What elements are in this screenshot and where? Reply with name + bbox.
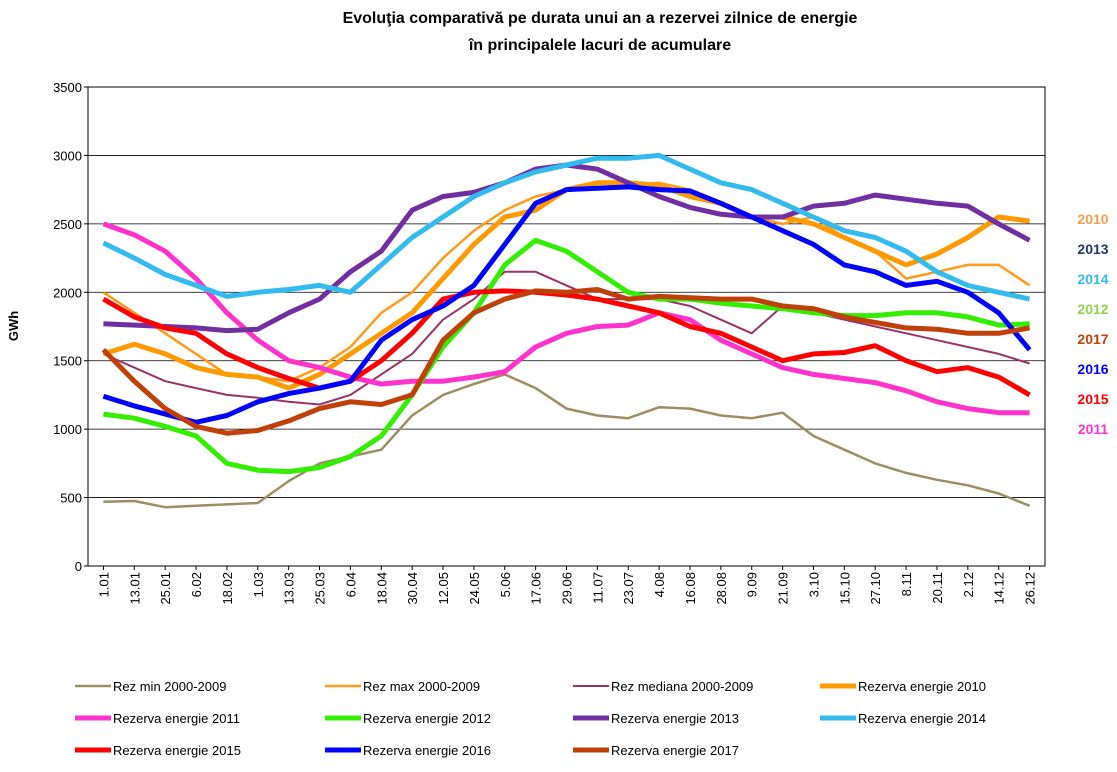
legend-label: Rez mediana 2000-2009 (611, 679, 753, 694)
x-tick-label: 26.12 (1023, 572, 1038, 605)
legend-label: Rezerva energie 2011 (113, 711, 240, 726)
x-tick-label: 15.10 (837, 572, 852, 605)
x-tick-label: 1.03 (251, 572, 266, 597)
series-line (101, 287, 1031, 436)
x-tick-label: 30.04 (405, 572, 420, 605)
x-tick-label: 8.11 (899, 572, 914, 596)
y-tick-label: 3500 (53, 80, 82, 95)
x-tick-label: 2.12 (961, 572, 976, 597)
y-tick-label: 2000 (53, 285, 82, 300)
x-tick-label: 25.03 (313, 572, 328, 605)
x-tick-label: 16.08 (683, 572, 698, 605)
annotation: 2016 (1077, 361, 1108, 377)
x-tick-label: 29.06 (560, 572, 575, 605)
series-line (103, 237, 1030, 475)
y-tick-label: 1500 (53, 354, 82, 369)
legend-label: Rez min 2000-2009 (113, 679, 226, 694)
y-tick-label: 500 (60, 491, 82, 506)
legend-label: Rezerva energie 2016 (363, 743, 491, 758)
chart-title: în principalele lacuri de acumulare (468, 37, 731, 54)
x-tick-label: 25.01 (158, 572, 173, 605)
x-tick-label: 13.03 (282, 572, 297, 605)
x-tick-label: 14.12 (992, 572, 1007, 605)
x-tick-label: 27.10 (868, 572, 883, 605)
legend-label: Rezerva energie 2017 (611, 743, 739, 758)
series-line (103, 373, 1031, 509)
x-tick-label: 24.05 (467, 572, 482, 605)
y-axis-label: GWh (6, 311, 21, 341)
x-tick-label: 11.07 (590, 572, 605, 604)
x-tick-label: 1.01 (96, 572, 111, 597)
legend-label: Rezerva energie 2014 (858, 711, 986, 726)
annotation: 2012 (1077, 301, 1108, 317)
x-tick-label: 3.10 (806, 572, 821, 597)
legend-label: Rezerva energie 2010 (858, 679, 986, 694)
x-tick-label: 6.02 (189, 572, 204, 597)
x-tick-label: 6.04 (343, 572, 358, 597)
series-line (102, 184, 1032, 425)
x-tick-label: 18.04 (374, 572, 389, 605)
x-tick-label: 5.06 (498, 572, 513, 597)
legend-label: Rezerva energie 2012 (363, 711, 491, 726)
x-tick-label: 18.02 (220, 572, 235, 605)
x-tick-label: 4.08 (652, 572, 667, 597)
legend-label: Rezerva energie 2013 (611, 711, 739, 726)
legend-label: Rezerva energie 2015 (113, 743, 241, 758)
y-tick-label: 3000 (53, 148, 82, 163)
annotation: 2010 (1077, 211, 1108, 227)
annotation: 2011 (1078, 421, 1109, 437)
series-line (102, 270, 1030, 406)
series-line (102, 152, 1031, 302)
y-tick-label: 0 (75, 559, 82, 574)
x-tick-label: 17.06 (529, 572, 544, 605)
x-tick-label: 12.05 (436, 572, 451, 605)
legend-label: Rez max 2000-2009 (363, 679, 480, 694)
y-tick-label: 1000 (53, 422, 82, 437)
x-tick-label: 28.08 (714, 572, 729, 605)
x-tick-label: 9.09 (745, 572, 760, 597)
annotation: 2013 (1077, 241, 1108, 257)
x-tick-label: 23.07 (621, 572, 636, 605)
annotation: 2015 (1077, 391, 1108, 407)
y-tick-label: 2500 (53, 217, 82, 232)
annotation: 2014 (1077, 271, 1108, 287)
x-tick-label: 13.01 (127, 572, 142, 605)
series-line (102, 221, 1030, 416)
annotation: 2017 (1077, 331, 1108, 347)
x-tick-label: 20.11 (930, 572, 945, 604)
chart-title: Evoluţia comparativă pe durata unui an a… (343, 10, 858, 27)
series-line (102, 288, 1031, 398)
x-tick-label: 21.09 (776, 572, 791, 605)
